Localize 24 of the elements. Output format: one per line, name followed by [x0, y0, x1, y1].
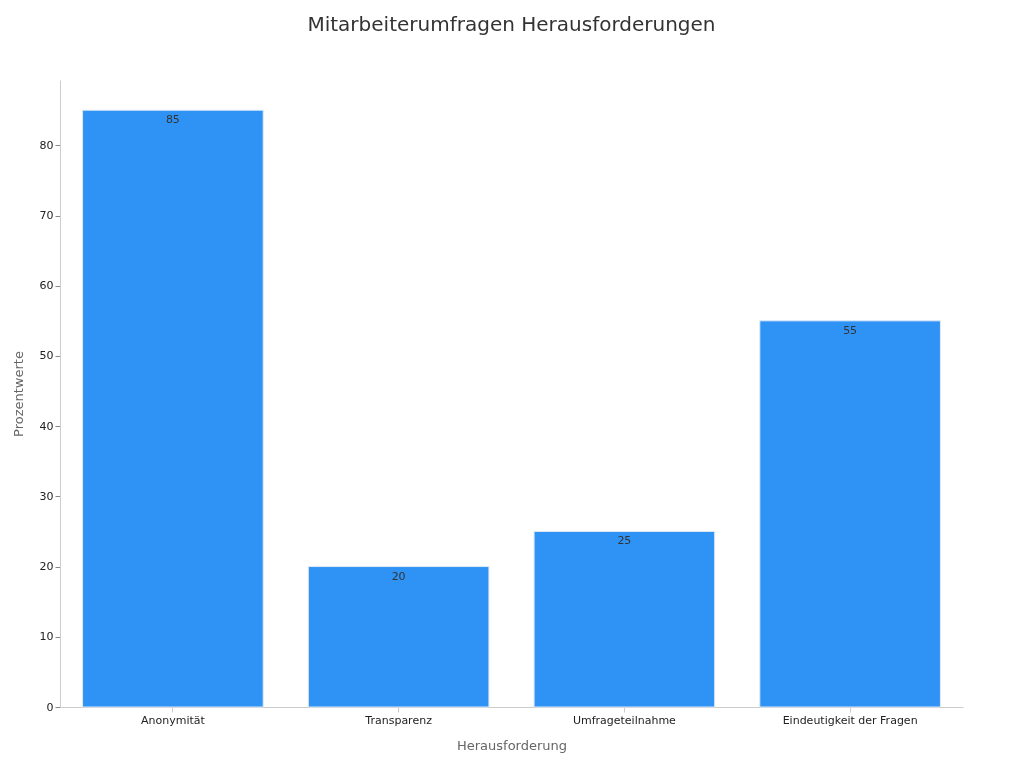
y-tick-label: 70	[39, 209, 54, 223]
data-label: 20	[391, 569, 406, 583]
x-tick-label: Umfrageteilnahme	[572, 713, 677, 727]
bar	[82, 109, 264, 708]
bar	[533, 530, 716, 708]
y-tick-label: 60	[39, 279, 54, 293]
x-tick-label: Eindeutigkeit der Fragen	[782, 713, 918, 727]
data-label: 85	[165, 113, 180, 127]
data-label: 25	[617, 534, 632, 548]
bar	[759, 320, 941, 708]
x-axis-title: Herausforderung	[456, 737, 568, 753]
y-tick-label: 20	[39, 560, 54, 574]
y-tick-label: 0	[46, 700, 54, 714]
data-label: 55	[843, 323, 858, 337]
y-tick-label: 30	[39, 489, 54, 503]
y-tick-label: 10	[39, 630, 54, 644]
y-tick-label: 80	[39, 138, 54, 152]
x-tick-label: Transparenz	[364, 713, 433, 727]
bar	[307, 566, 490, 708]
x-tick-label: Anonymität	[140, 713, 206, 727]
y-tick-label: 50	[39, 349, 54, 363]
chart-title: Mitarbeiterumfragen Herausforderungen	[307, 12, 716, 36]
y-tick-label: 40	[39, 419, 54, 433]
y-axis-title: Prozentwerte	[10, 351, 26, 437]
